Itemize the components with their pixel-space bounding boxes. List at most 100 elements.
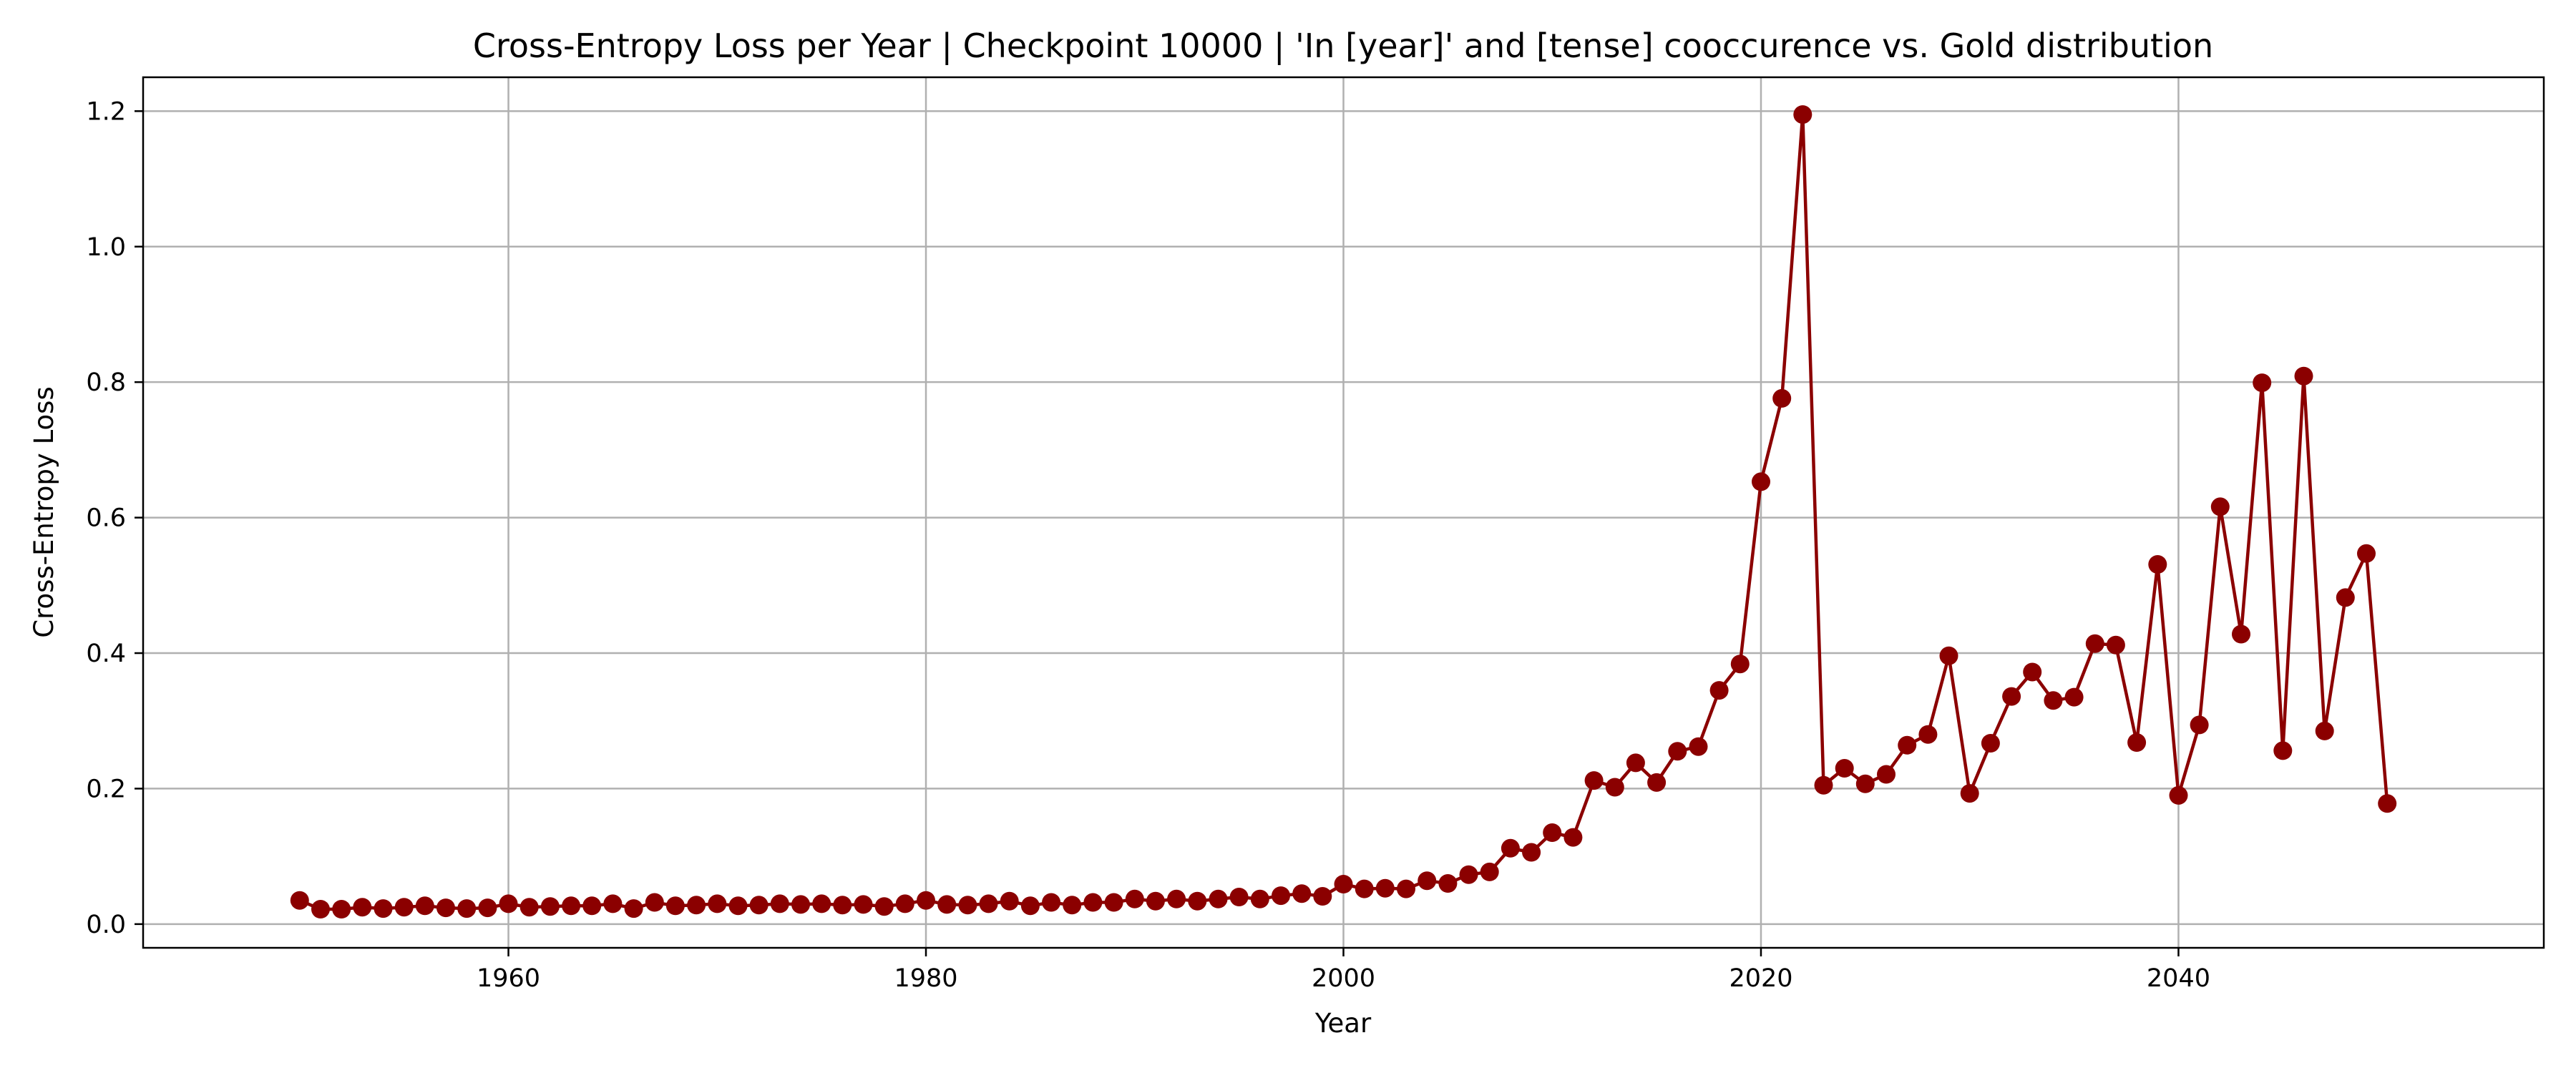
- data-point: [1647, 773, 1667, 792]
- data-point: [1501, 838, 1520, 858]
- x-tick-label: 2000: [1312, 964, 1375, 993]
- y-tick-label: 0.8: [86, 368, 126, 397]
- data-point: [1459, 865, 1478, 884]
- data-point: [2357, 544, 2376, 563]
- grid-lines: [143, 77, 2544, 948]
- data-point: [1272, 886, 1290, 906]
- data-point: [2315, 721, 2334, 740]
- data-point: [1689, 737, 1708, 756]
- data-point: [687, 896, 706, 915]
- data-point: [1626, 753, 1645, 773]
- data-point: [958, 896, 977, 915]
- data-point: [1125, 889, 1144, 908]
- data-point: [1877, 765, 1896, 784]
- data-point: [1793, 105, 1813, 124]
- series-loss: [290, 105, 2397, 918]
- data-point: [645, 893, 664, 912]
- x-tick-label: 2040: [2147, 964, 2210, 993]
- data-point: [1960, 784, 1979, 803]
- data-point: [311, 900, 330, 918]
- data-point: [562, 896, 581, 916]
- data-point: [1605, 778, 1624, 797]
- x-axis-label: Year: [1314, 1008, 1372, 1039]
- data-point: [874, 897, 894, 916]
- data-point: [2294, 366, 2313, 386]
- data-point: [415, 896, 434, 916]
- data-point: [394, 898, 414, 917]
- data-point: [1397, 879, 1415, 898]
- data-point: [1418, 871, 1437, 891]
- data-point: [1480, 862, 1499, 881]
- data-point: [937, 895, 957, 914]
- data-point: [1855, 774, 1875, 793]
- data-point: [1772, 388, 1792, 408]
- data-point: [1250, 889, 1269, 908]
- data-point: [457, 899, 477, 918]
- data-point: [519, 898, 539, 917]
- data-point: [1584, 771, 1604, 790]
- data-point: [1522, 843, 1541, 862]
- data-point: [979, 894, 998, 913]
- data-point: [2336, 588, 2355, 607]
- data-point: [1042, 893, 1061, 912]
- data-point: [2210, 497, 2230, 516]
- data-point: [1375, 878, 1395, 898]
- data-point: [854, 895, 873, 914]
- data-point: [1188, 891, 1207, 911]
- data-point: [833, 896, 852, 915]
- data-point: [1563, 828, 1583, 847]
- data-point: [1752, 472, 1770, 491]
- x-tick-label: 2020: [1729, 964, 1792, 993]
- data-point: [2106, 635, 2125, 655]
- data-point: [1083, 893, 1103, 912]
- data-point: [624, 899, 643, 918]
- data-point: [1104, 893, 1123, 912]
- x-tick-label: 1980: [894, 964, 957, 993]
- data-point: [1543, 823, 1562, 842]
- data-point: [791, 895, 810, 914]
- data-point: [478, 898, 497, 918]
- data-point: [2148, 555, 2167, 574]
- data-point: [895, 894, 914, 913]
- data-point: [1167, 889, 1186, 908]
- data-point: [499, 894, 518, 913]
- data-point: [1000, 891, 1019, 911]
- data-point: [749, 896, 769, 915]
- data-point: [582, 896, 602, 916]
- data-point: [2044, 691, 2063, 710]
- data-point: [1814, 775, 1833, 795]
- data-point: [812, 894, 831, 913]
- x-tick-label: 1960: [477, 964, 540, 993]
- data-point: [1918, 725, 1938, 744]
- data-point: [540, 897, 560, 916]
- data-point: [2169, 785, 2188, 805]
- data-point: [1898, 735, 1917, 755]
- data-point: [1355, 879, 1374, 898]
- y-tick-label: 1.2: [86, 97, 126, 126]
- data-point: [728, 896, 748, 916]
- data-point: [2023, 662, 2042, 682]
- y-tick-label: 0.4: [86, 640, 126, 668]
- data-point: [770, 894, 789, 913]
- data-point: [1063, 896, 1082, 915]
- data-point: [1835, 759, 1854, 778]
- axis-ticks: 1960 1980 2000 2020 2040 0.0 0.2 0.4 0.6 0.8 1.0 1.…: [86, 97, 2210, 993]
- data-point: [374, 899, 393, 918]
- data-point: [436, 898, 455, 918]
- data-point: [917, 891, 935, 910]
- data-point: [665, 896, 685, 916]
- data-point: [1438, 874, 1458, 893]
- data-point: [708, 894, 727, 913]
- data-point: [1146, 891, 1165, 911]
- data-point: [2253, 373, 2272, 393]
- data-point: [1981, 734, 2000, 753]
- data-point: [1292, 884, 1312, 903]
- data-point: [290, 891, 309, 910]
- data-point: [2002, 687, 2021, 706]
- data-point: [2232, 624, 2250, 644]
- data-point: [2085, 634, 2104, 653]
- data-point: [1668, 742, 1687, 761]
- data-point: [2273, 741, 2293, 760]
- data-point: [1229, 888, 1249, 906]
